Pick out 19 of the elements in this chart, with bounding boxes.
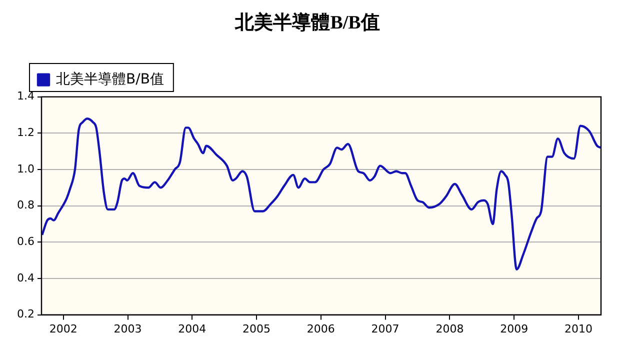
x-tick-label: 2009 (500, 322, 528, 336)
x-tick-label: 2010 (564, 322, 592, 336)
y-tick-label: 0.6 (16, 234, 34, 248)
x-tick-label: 2004 (178, 322, 206, 336)
y-tick-label: 0.4 (16, 271, 34, 284)
y-tick-label: 1.2 (16, 126, 34, 139)
x-tick-label: 2002 (49, 322, 78, 336)
y-tick-label: 1.4 (16, 90, 34, 103)
y-tick-label: 0.8 (16, 198, 34, 212)
y-tick-label: 0.2 (16, 308, 34, 321)
x-tick-label: 2003 (114, 322, 142, 336)
legend-label: 北美半導體B/B值 (56, 71, 164, 88)
line-series (41, 118, 601, 270)
x-tick-label: 2006 (306, 322, 335, 336)
x-tick-label: 2007 (371, 322, 400, 336)
x-tick-label: 2008 (436, 322, 464, 336)
y-tick-label: 1.0 (16, 162, 34, 176)
x-tick-label: 2005 (242, 322, 271, 336)
chart-title: 北美半導體B/B值 (234, 11, 380, 34)
